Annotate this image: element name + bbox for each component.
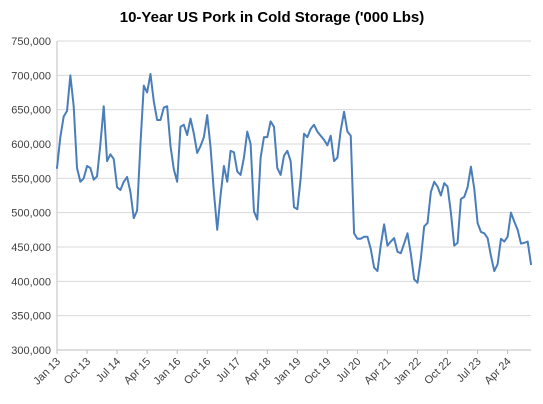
y-tick-label: 300,000	[11, 345, 51, 357]
x-tick-label: Oct 22	[422, 356, 453, 387]
chart-title: 10-Year US Pork in Cold Storage ('000 Lb…	[120, 9, 425, 26]
x-tick-label: Oct 16	[182, 356, 213, 387]
y-tick-label: 450,000	[11, 242, 51, 254]
y-tick-label: 700,000	[11, 70, 51, 82]
y-tick-label: 750,000	[11, 36, 51, 48]
y-tick-label: 650,000	[11, 105, 51, 117]
y-tick-label: 600,000	[11, 139, 51, 151]
y-axis-tick-labels: 300,000 350,000 400,000 450,000 500,000 550,0…	[11, 36, 51, 357]
y-tick-label: 350,000	[11, 311, 51, 323]
x-tick-label: Apr 18	[242, 356, 273, 387]
x-tick-label: Jul 14	[94, 356, 123, 385]
x-tick-label: Jul 17	[214, 356, 243, 385]
series-line	[56, 72, 532, 284]
series-layer	[56, 72, 532, 284]
gridlines	[56, 40, 531, 351]
x-tick-label: Apr 15	[122, 356, 153, 387]
x-tick-label: Apr 21	[362, 356, 393, 387]
x-tick-label: Oct 13	[62, 356, 93, 387]
x-tick-label: Oct 19	[302, 356, 333, 387]
y-tick-label: 500,000	[11, 208, 51, 220]
x-tick-label: Jan 22	[392, 356, 424, 388]
x-tick-label: Jan 16	[151, 356, 183, 388]
x-tick-label: Jan 13	[31, 356, 63, 388]
x-tick-label: Jan 19	[272, 356, 304, 388]
x-tick-label: Jul 20	[334, 356, 363, 385]
x-tick-label: Apr 24	[482, 356, 513, 387]
y-tick-label: 550,000	[11, 173, 51, 185]
x-tick-label: Jul 23	[454, 356, 483, 385]
y-tick-label: 400,000	[11, 276, 51, 288]
